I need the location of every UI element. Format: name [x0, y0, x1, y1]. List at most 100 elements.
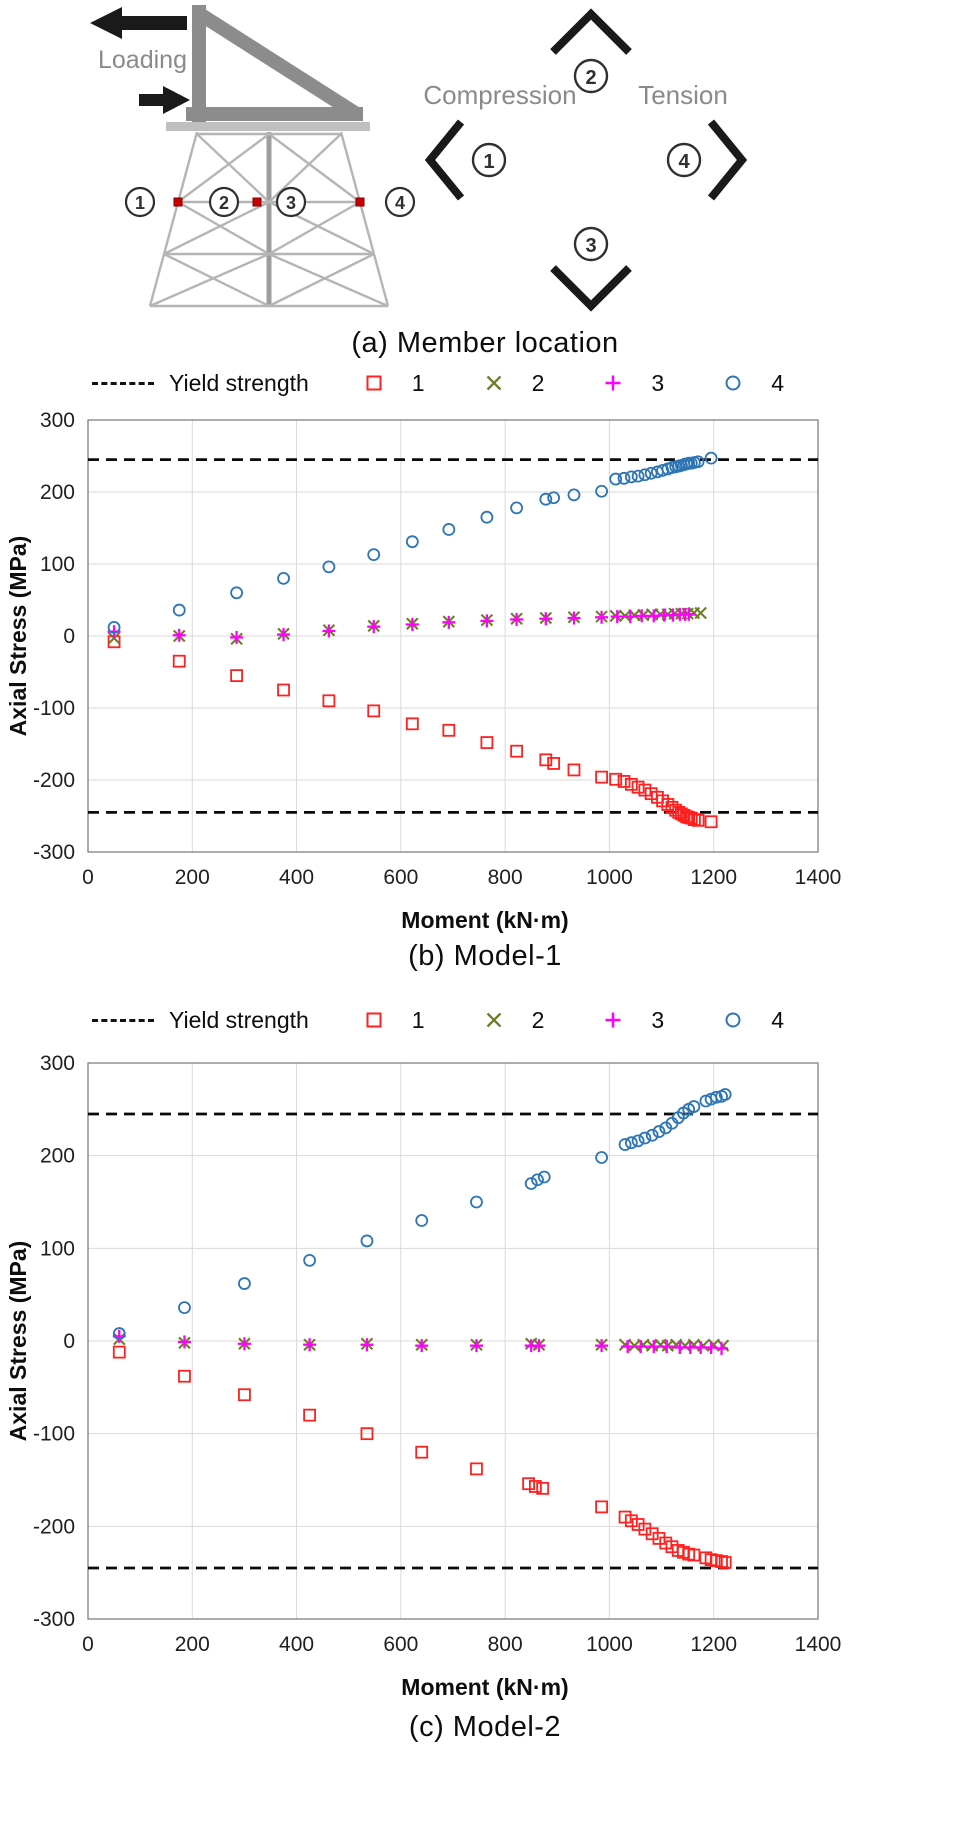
- legend-item-1: 1: [361, 370, 425, 397]
- data-point-x: [697, 1339, 710, 1352]
- x-tick-label: 600: [383, 866, 418, 889]
- y-tick-label: -200: [33, 769, 75, 792]
- model-1-section: Yield strength 1 2 3 4 Axial Stress (MPa) 0…: [0, 362, 970, 973]
- yield-line-sample: [92, 381, 154, 385]
- data-point-circle: [725, 375, 741, 391]
- legend-item-4: 4: [720, 1007, 784, 1034]
- y-tick-label: -200: [33, 1515, 75, 1538]
- member-markers: [173, 197, 365, 207]
- data-point-square: [687, 1548, 701, 1562]
- tower-number-3-label: 3: [286, 193, 296, 213]
- data-point-plus: [172, 628, 186, 642]
- data-point-circle: [470, 1195, 483, 1209]
- loading-bracket: [186, 5, 363, 123]
- data-point-x: [694, 606, 707, 620]
- loading-arrow-right-icon: [139, 86, 190, 114]
- series-3: [107, 607, 696, 644]
- x-tick-label: 0: [82, 866, 94, 889]
- line: [694, 606, 707, 620]
- y-tick-label: 200: [40, 481, 75, 504]
- tower-platform: [166, 122, 370, 131]
- loading-arrow-left-icon: [90, 7, 187, 39]
- legend-label: 1: [411, 369, 425, 396]
- data-point-circle: [238, 1277, 251, 1290]
- caption-b: (b) Model-1: [408, 940, 562, 972]
- model-2-chart: Axial Stress (MPa) 0 200 400 600 800 1000 1200…: [5, 1052, 841, 1656]
- data-point-circle: [322, 560, 336, 574]
- data-point-x: [486, 375, 501, 391]
- loading-label: Loading: [98, 46, 187, 74]
- data-point-plus: [322, 624, 336, 638]
- data-point-square: [595, 770, 609, 784]
- tower-number-4: 4: [384, 186, 416, 218]
- grid-lines: [88, 1063, 818, 1619]
- data-point-plus: [605, 375, 621, 391]
- data-point-square: [617, 775, 631, 788]
- data-point-circle: [624, 1136, 638, 1150]
- x-tick-label: 200: [175, 1633, 210, 1656]
- model-2-section: Yield strength 1 2 3 4 Axial Stress (MPa) 0…: [0, 999, 970, 1744]
- legend-label: 4: [771, 369, 784, 396]
- legend-item-2: 2: [481, 1007, 544, 1034]
- data-point-plus: [647, 1340, 661, 1354]
- series-1: [112, 1345, 732, 1569]
- data-point-plus: [415, 1339, 429, 1353]
- tower-number-4-label: 4: [395, 193, 405, 213]
- x-tick-label: 1000: [586, 866, 633, 889]
- data-point-circle: [524, 1177, 538, 1190]
- tension-label: Tension: [638, 80, 728, 110]
- legend-item-yield: Yield strength: [92, 1007, 309, 1034]
- data-point-square: [567, 763, 581, 777]
- data-point-circle: [652, 1125, 666, 1138]
- tower-number-2: 2: [208, 186, 240, 218]
- line: [486, 1012, 501, 1028]
- x-tick-label: 1000: [586, 1633, 633, 1656]
- x-tick-label: 400: [279, 1633, 314, 1656]
- x-tick-label: 600: [383, 1633, 418, 1656]
- caption-a: (a) Member location: [351, 327, 619, 359]
- data-point-square: [547, 757, 561, 770]
- data-point-circle: [547, 491, 561, 505]
- series-4: [112, 1088, 732, 1340]
- data-point-plus: [595, 1339, 609, 1353]
- y-tick-label: -100: [33, 697, 75, 720]
- y-tick-label: -300: [33, 1608, 75, 1631]
- data-point-circle: [709, 1090, 723, 1104]
- legend-label: 1: [411, 1006, 425, 1033]
- legend-label: 3: [651, 1006, 665, 1033]
- data-point-circle: [609, 472, 623, 486]
- data-point-plus: [715, 1341, 729, 1355]
- model-2-legend: Yield strength 1 2 3 4: [92, 999, 970, 1041]
- grid-lines: [88, 420, 818, 852]
- data-point-circle: [480, 510, 494, 524]
- data-point-square: [172, 654, 186, 668]
- x-tick-label: 400: [279, 866, 314, 889]
- legend-series-items: 1 2 3 4: [361, 1007, 784, 1034]
- data-point-plus: [480, 614, 494, 628]
- data-point-plus: [303, 1338, 317, 1352]
- tower-number-1-label: 1: [135, 193, 145, 213]
- x-tick-label: 0: [82, 1633, 94, 1656]
- data-point-square: [112, 1345, 126, 1359]
- yield-line-sample: [92, 1018, 154, 1022]
- legend-item-4: 4: [720, 370, 784, 397]
- data-point-square: [366, 375, 382, 391]
- legend-marker-circle-icon: [725, 375, 741, 391]
- direction-number-2: 2: [585, 67, 596, 89]
- plot-border: [87, 419, 819, 853]
- data-point-plus: [277, 628, 291, 642]
- data-point-plus: [230, 630, 244, 644]
- data-point-circle: [595, 1151, 609, 1164]
- data-point-plus: [177, 1335, 191, 1349]
- y-tick-label: 0: [63, 625, 75, 648]
- compression-label: Compression: [423, 80, 576, 110]
- data-point-circle: [595, 484, 609, 498]
- data-point-square: [536, 1481, 550, 1495]
- legend-item-1: 1: [361, 1007, 425, 1034]
- legend-marker-x-icon: [486, 1012, 501, 1028]
- legend-yield-label: Yield strength: [169, 369, 309, 396]
- data-point-square: [528, 1480, 542, 1493]
- tick-labels: 0 200 400 600 800 1000 1200 1400 -300 -200 -100 0 10…: [33, 1052, 841, 1656]
- data-point-square: [595, 1500, 609, 1514]
